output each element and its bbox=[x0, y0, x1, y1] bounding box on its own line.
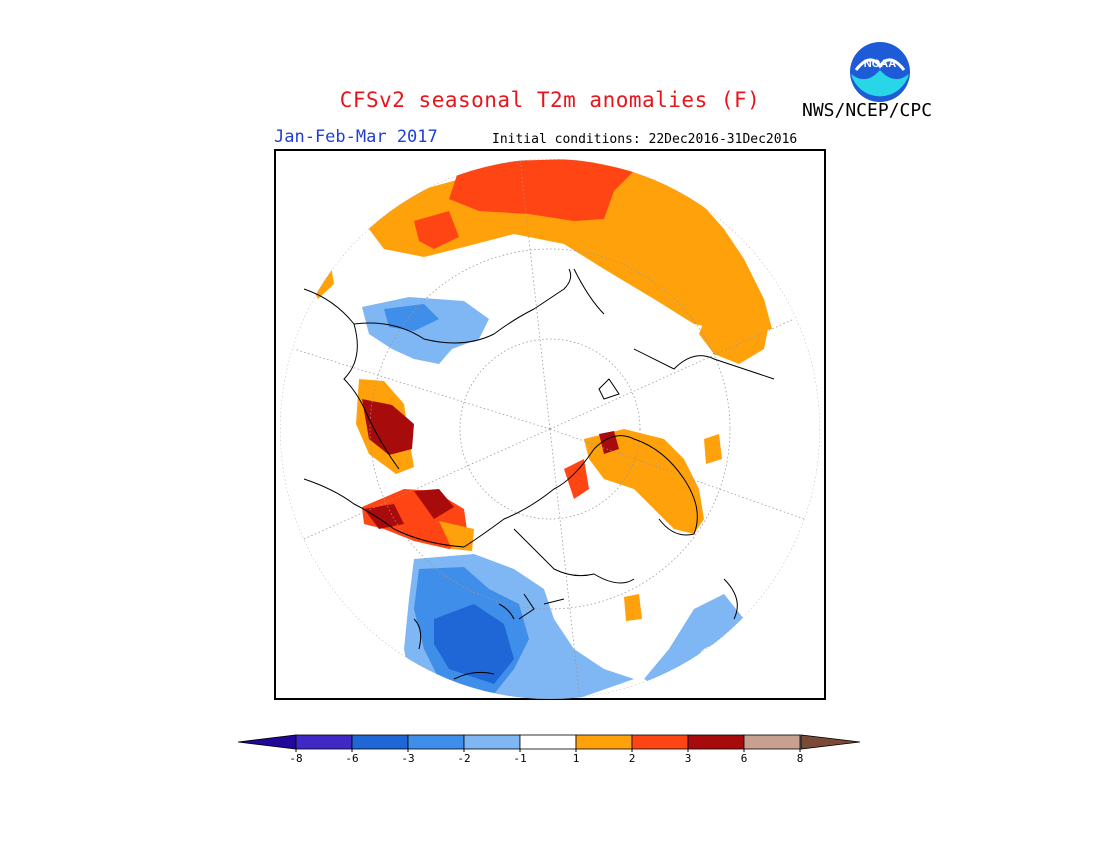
colorbar-tick-label: -8 bbox=[289, 752, 303, 765]
colorbar-segment bbox=[463, 734, 521, 750]
colorbar-segment bbox=[687, 734, 745, 750]
svg-text:NOAA: NOAA bbox=[864, 58, 896, 70]
colorbar-tick-label: 6 bbox=[740, 752, 748, 765]
colorbar-tick-label: 3 bbox=[684, 752, 692, 765]
colorbar-tick-label: -2 bbox=[457, 752, 471, 765]
colorbar-tick-label: -6 bbox=[345, 752, 359, 765]
colorbar-tick-label: 2 bbox=[628, 752, 636, 765]
anomaly-shading bbox=[308, 159, 772, 699]
colorbar-segment bbox=[575, 734, 633, 750]
warm-core-siberia bbox=[449, 159, 634, 221]
initial-conditions: Initial conditions: 22Dec2016-31Dec2016 bbox=[492, 132, 798, 147]
map-title: CFSv2 seasonal T2m anomalies (F) bbox=[339, 88, 761, 112]
colorbar-segment bbox=[407, 734, 465, 750]
forecast-period: Jan-Feb-Mar 2017 bbox=[274, 127, 438, 147]
colorbar-segment bbox=[351, 734, 409, 750]
colorbar-tick-label: 1 bbox=[572, 752, 580, 765]
colorbar-segment bbox=[295, 734, 353, 750]
colorbar bbox=[238, 734, 861, 752]
colorbar-over-arrow bbox=[800, 734, 861, 750]
colorbar-tick-label: -1 bbox=[513, 752, 527, 765]
colorbar-segment bbox=[743, 734, 801, 750]
graticule bbox=[280, 159, 820, 699]
colorbar-segment bbox=[519, 734, 577, 750]
agency-label: NWS/NCEP/CPC bbox=[802, 100, 933, 121]
colorbar-tick-label: -3 bbox=[401, 752, 415, 765]
colorbar-under-arrow bbox=[238, 734, 297, 750]
coastlines bbox=[303, 268, 775, 680]
noaa-logo: NOAA bbox=[848, 40, 912, 108]
polar-anomaly-map bbox=[274, 149, 826, 700]
colorbar-segment bbox=[631, 734, 689, 750]
colorbar-tick-label: 8 bbox=[796, 752, 804, 765]
warm-area-alaska bbox=[584, 429, 704, 534]
